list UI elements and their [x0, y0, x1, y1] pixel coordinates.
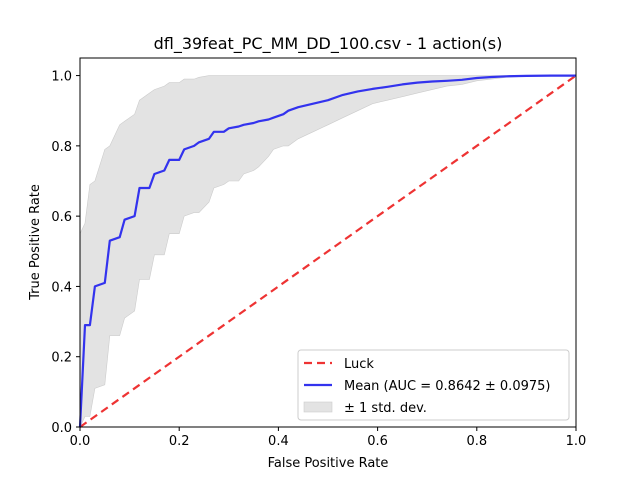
legend-luck-label: Luck — [344, 357, 374, 372]
axes-frame — [79, 57, 577, 428]
y-tick-label: 0.4 — [51, 280, 72, 295]
legend-band-label: ± 1 std. dev. — [344, 401, 427, 416]
x-tick-label: 0.4 — [268, 434, 289, 449]
y-tick-label: 1.0 — [51, 70, 72, 85]
mean-roc-line — [78, 74, 576, 428]
x-tick-label: 1.0 — [566, 434, 587, 449]
legend-band-swatch — [303, 401, 333, 413]
legend-mean-label: Mean (AUC = 0.8642 ± 0.0975) — [344, 379, 550, 394]
x-axis: 0.0 0.2 0.4 0.6 0.8 1.0 — [70, 427, 587, 449]
y-axis: 0.0 0.2 0.4 0.6 0.8 1.0 — [51, 70, 80, 436]
y-tick-label: 0.8 — [51, 140, 72, 155]
y-tick-label: 0.2 — [51, 351, 72, 366]
x-tick-label: 0.8 — [466, 434, 487, 449]
x-axis-label: False Positive Rate — [268, 456, 389, 471]
y-tick-label: 0.0 — [51, 421, 72, 436]
legend-box — [297, 349, 570, 421]
plot-area — [78, 74, 577, 428]
x-tick-label: 0.6 — [367, 434, 388, 449]
y-tick-label: 0.6 — [51, 210, 72, 225]
x-tick-label: 0.0 — [70, 434, 91, 449]
luck-line — [79, 74, 577, 428]
legend: Luck Mean (AUC = 0.8642 ± 0.0975) ± 1 std.… — [297, 349, 570, 421]
x-tick-label: 0.2 — [169, 434, 190, 449]
y-axis-label: True Positive Rate — [28, 184, 43, 301]
chart-title: dfl_39feat_PC_MM_DD_100.csv - 1 action(s… — [154, 34, 503, 54]
